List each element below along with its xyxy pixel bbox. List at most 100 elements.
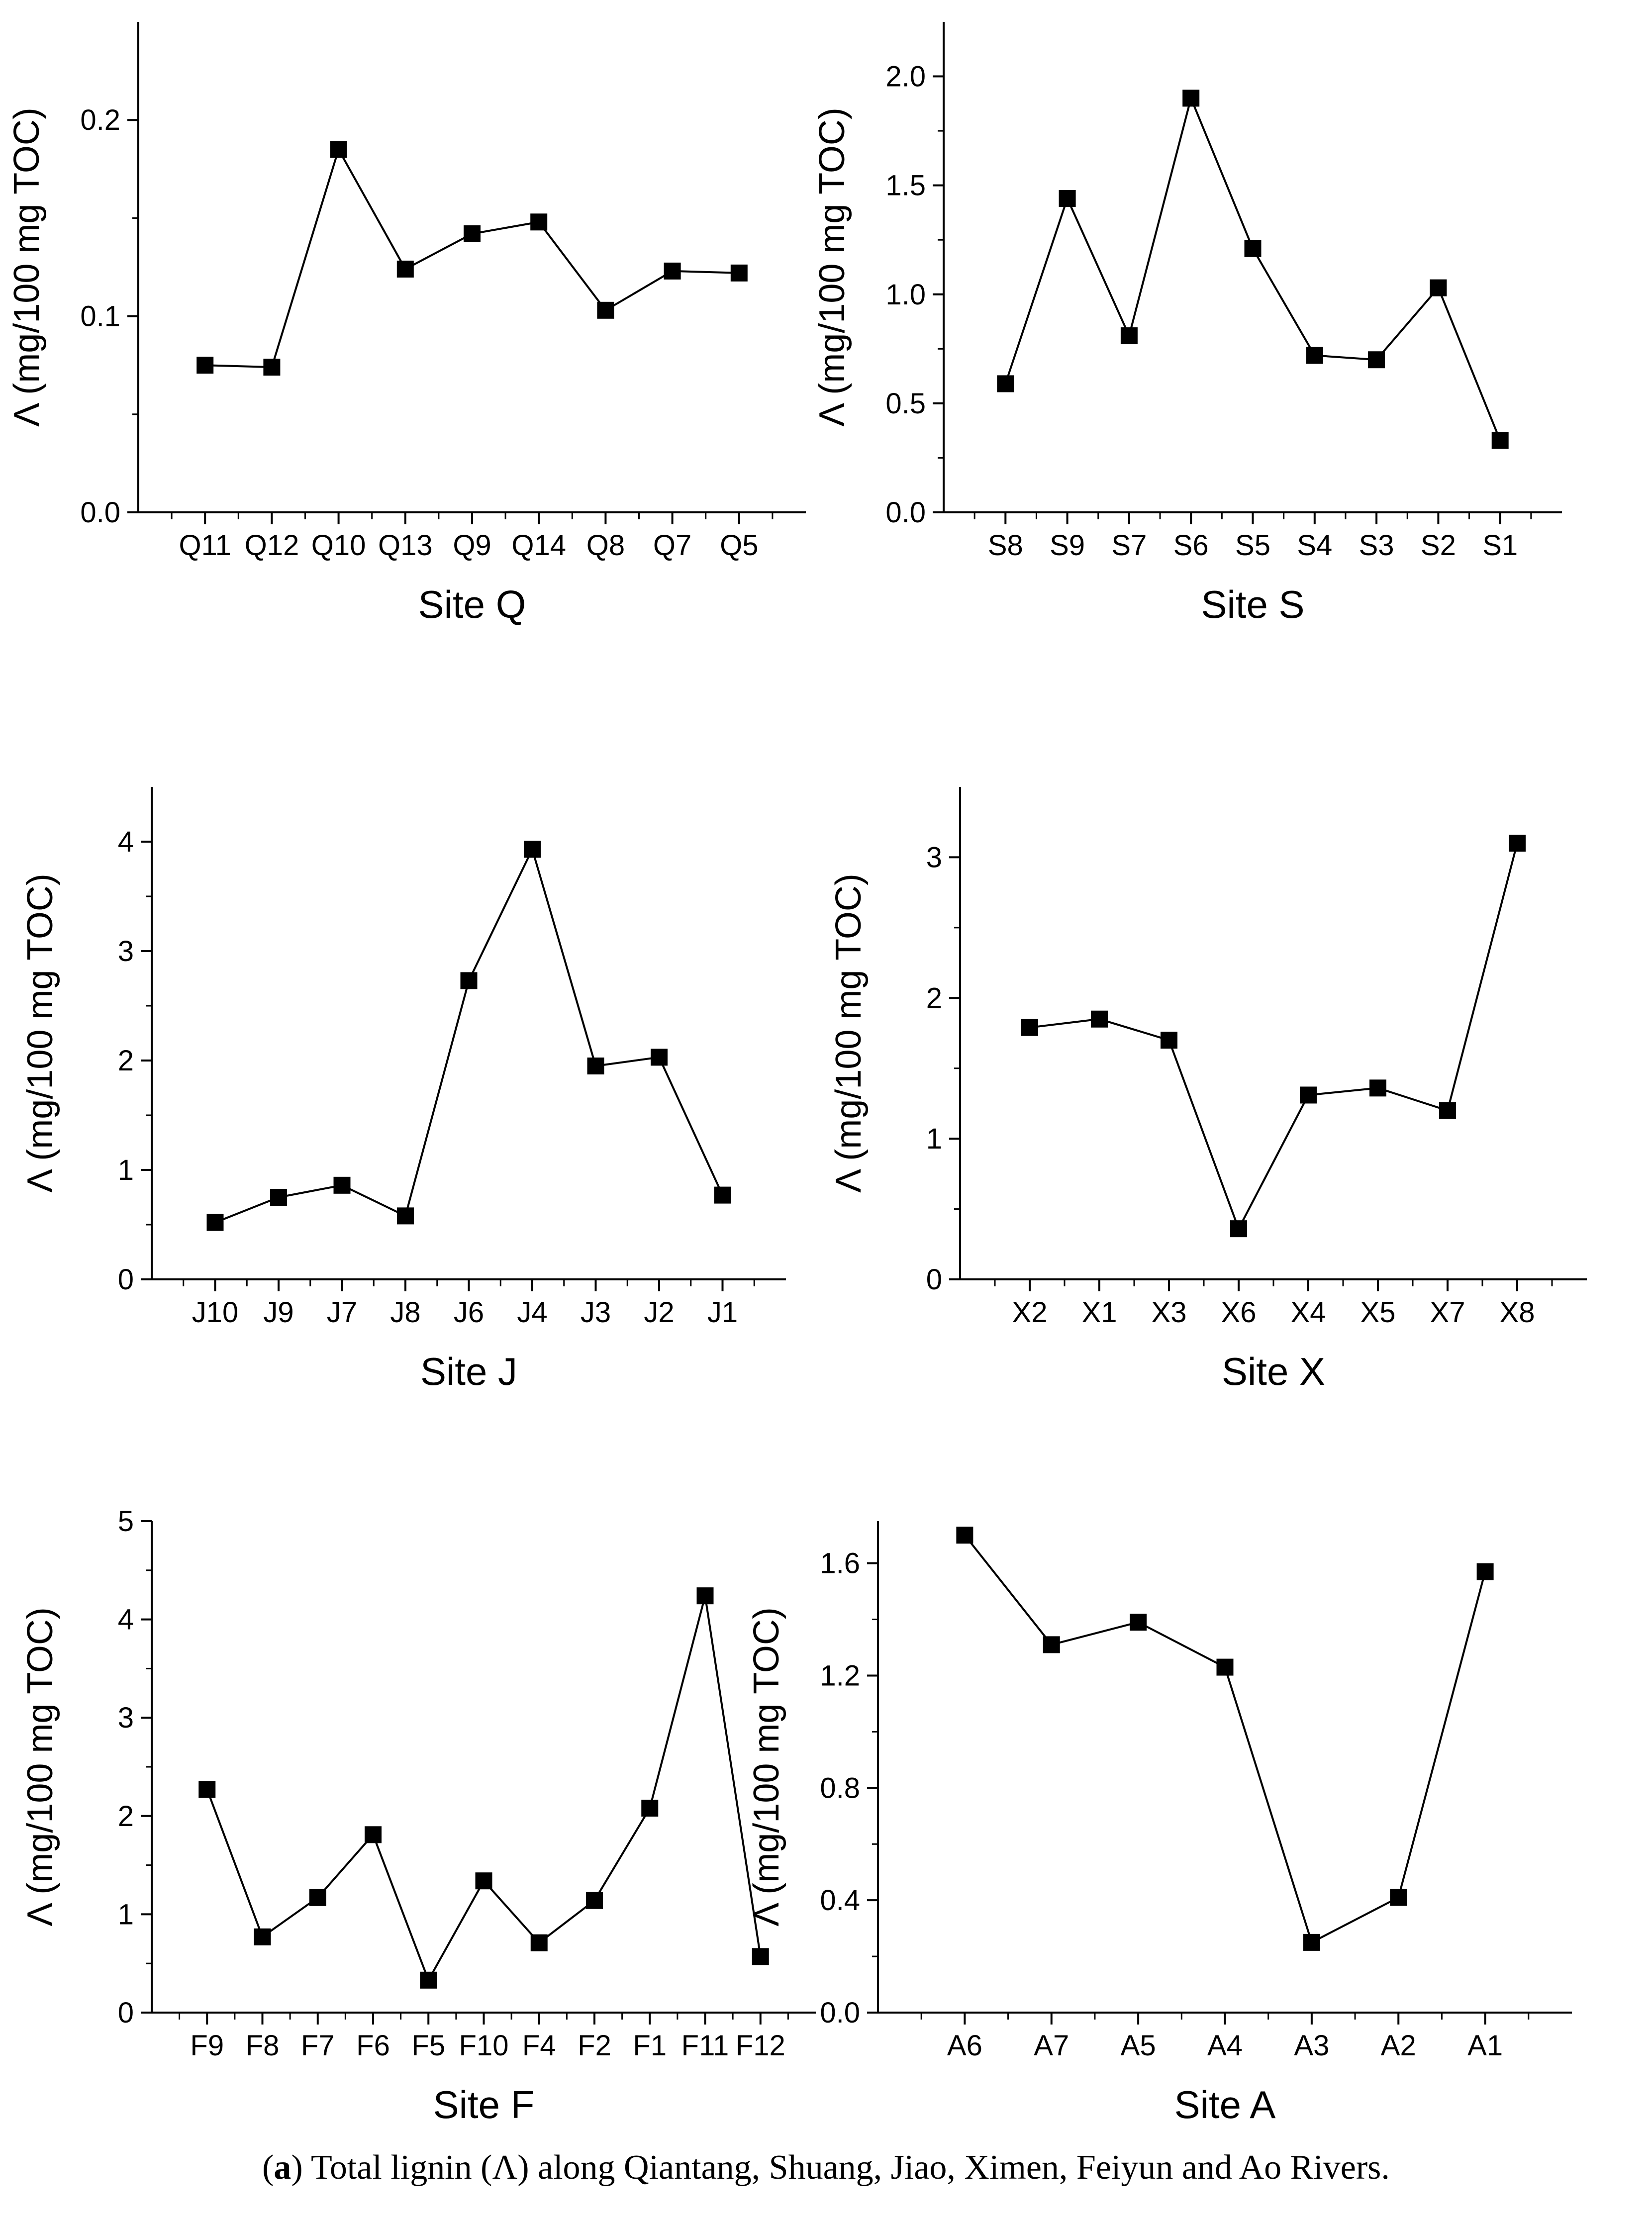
x-axis-title: Site A [1174,2083,1276,2126]
data-point [1230,1220,1247,1238]
y-tick-label: 3 [926,841,942,873]
data-point [1369,1079,1386,1097]
x-tick-label: S8 [988,529,1023,562]
data-point [1043,1636,1060,1653]
y-tick-label: 0.0 [820,1997,860,2029]
y-tick-label: 2 [118,1800,134,1833]
x-tick-label: A2 [1381,2029,1416,2062]
x-tick-label: F7 [301,2029,335,2062]
x-tick-label: X1 [1082,1296,1117,1329]
data-point [206,1214,224,1231]
y-axis-title: Λ (mg/100 mg TOC) [20,1607,60,1927]
x-tick-label: J1 [707,1296,738,1329]
x-tick-label: X8 [1500,1296,1535,1329]
series-line [964,1534,1486,1944]
x-tick-label: X5 [1360,1296,1396,1329]
x-axis-title: Site Q [418,582,526,626]
y-tick-label: 1.2 [820,1660,860,1692]
x-tick-label: X7 [1430,1296,1465,1329]
data-point [270,1189,287,1206]
x-tick-label: F12 [736,2029,785,2062]
data-point [664,262,681,280]
y-axis-title: Λ (mg/100 mg TOC) [20,873,60,1193]
x-tick-label: A1 [1467,2029,1503,2062]
data-point [1390,1889,1407,1906]
series-line [1004,95,1501,441]
data-point [1306,347,1323,364]
x-tick-label: S3 [1359,529,1394,562]
data-point [263,359,281,376]
data-point [420,1971,437,1989]
data-point [1476,1563,1494,1580]
caption-prefix: ( [262,2148,274,2187]
y-tick-label: 0.5 [885,387,926,420]
x-tick-label: F9 [190,2029,224,2062]
data-point [1244,240,1262,257]
figure-caption: (a) Total lignin (Λ) along Qiantang, Shu… [0,2148,1652,2188]
caption-label: a [274,2148,292,2187]
data-point [956,1527,973,1544]
data-point [641,1799,659,1817]
data-point [597,301,614,319]
data-point [1509,835,1526,852]
chart-panel-4: 0 1 2 3 X2 X1 X3 X6 X4 X5 X7 X8 Site X Λ (mg/100 mg T… [829,787,1587,1393]
data-point [333,1176,351,1194]
y-tick-label: 1.0 [885,279,926,311]
x-tick-label: J2 [644,1296,674,1329]
series-line [1029,843,1518,1232]
data-point [1059,190,1076,207]
data-point [1120,327,1138,345]
y-axis-title: Λ (mg/100 mg TOC) [812,107,852,427]
x-tick-label: J4 [517,1296,547,1329]
x-tick-label: Q7 [653,529,691,562]
x-tick-label: J10 [192,1296,239,1329]
data-point [730,264,748,282]
y-tick-label: 4 [118,826,134,858]
data-point [696,1587,714,1605]
y-tick-label: 3 [118,935,134,967]
x-tick-label: J8 [390,1296,420,1329]
data-point [752,1948,769,1965]
chart-panel-2: 0.0 0.5 1.0 1.5 2.0 S8 S9 S7 S6 S5 S4 S3 S2 S1 Site S Λ… [812,22,1562,626]
x-tick-label: X3 [1152,1296,1187,1329]
data-point [464,225,481,242]
x-tick-label: A3 [1294,2029,1329,2062]
x-tick-label: A4 [1207,2029,1243,2062]
x-tick-label: F10 [459,2029,509,2062]
x-tick-label: J9 [263,1296,293,1329]
y-tick-label: 0.2 [80,104,120,136]
y-tick-label: 0.8 [820,1772,860,1804]
x-tick-label: J6 [454,1296,484,1329]
series-line [214,846,724,1224]
x-tick-label: F11 [681,2029,729,2062]
y-axis-title: Λ (mg/100 mg TOC) [829,873,869,1193]
x-tick-label: S9 [1050,529,1085,562]
x-tick-label: F1 [633,2029,667,2062]
series-line [206,1595,762,1983]
data-point [1130,1614,1147,1631]
data-point [524,841,541,858]
data-point [365,1826,382,1843]
x-tick-label: X2 [1012,1296,1048,1329]
x-tick-label: F8 [246,2029,280,2062]
x-tick-label: S4 [1297,529,1332,562]
data-point [330,141,347,158]
x-tick-label: Q8 [586,529,625,562]
data-point [1491,432,1509,449]
data-point [587,1058,604,1074]
x-tick-label: Q12 [245,529,299,562]
x-tick-label: F2 [578,2029,611,2062]
x-tick-label: A6 [947,2029,982,2062]
y-tick-label: 2 [118,1045,134,1077]
x-tick-label: X6 [1221,1296,1257,1329]
chart-panel-5: 0 1 2 3 4 5 F9 F8 F7 F6 F5 F10 F4 F2 F1 F11 F12 Site F Λ (… [20,1505,816,2126]
data-point [198,1781,216,1798]
data-point [530,213,548,231]
data-point [1216,1658,1234,1676]
data-point [714,1186,731,1204]
chart-panel-3: 0 1 2 3 4 J10 J9 J7 J8 J6 J4 J3 J2 J1 Site J Λ (mg/100 … [20,787,786,1393]
data-point [1021,1019,1038,1036]
caption-text: ) Total lignin (Λ) along Qiantang, Shuan… [291,2148,1390,2187]
x-tick-label: X4 [1291,1296,1326,1329]
